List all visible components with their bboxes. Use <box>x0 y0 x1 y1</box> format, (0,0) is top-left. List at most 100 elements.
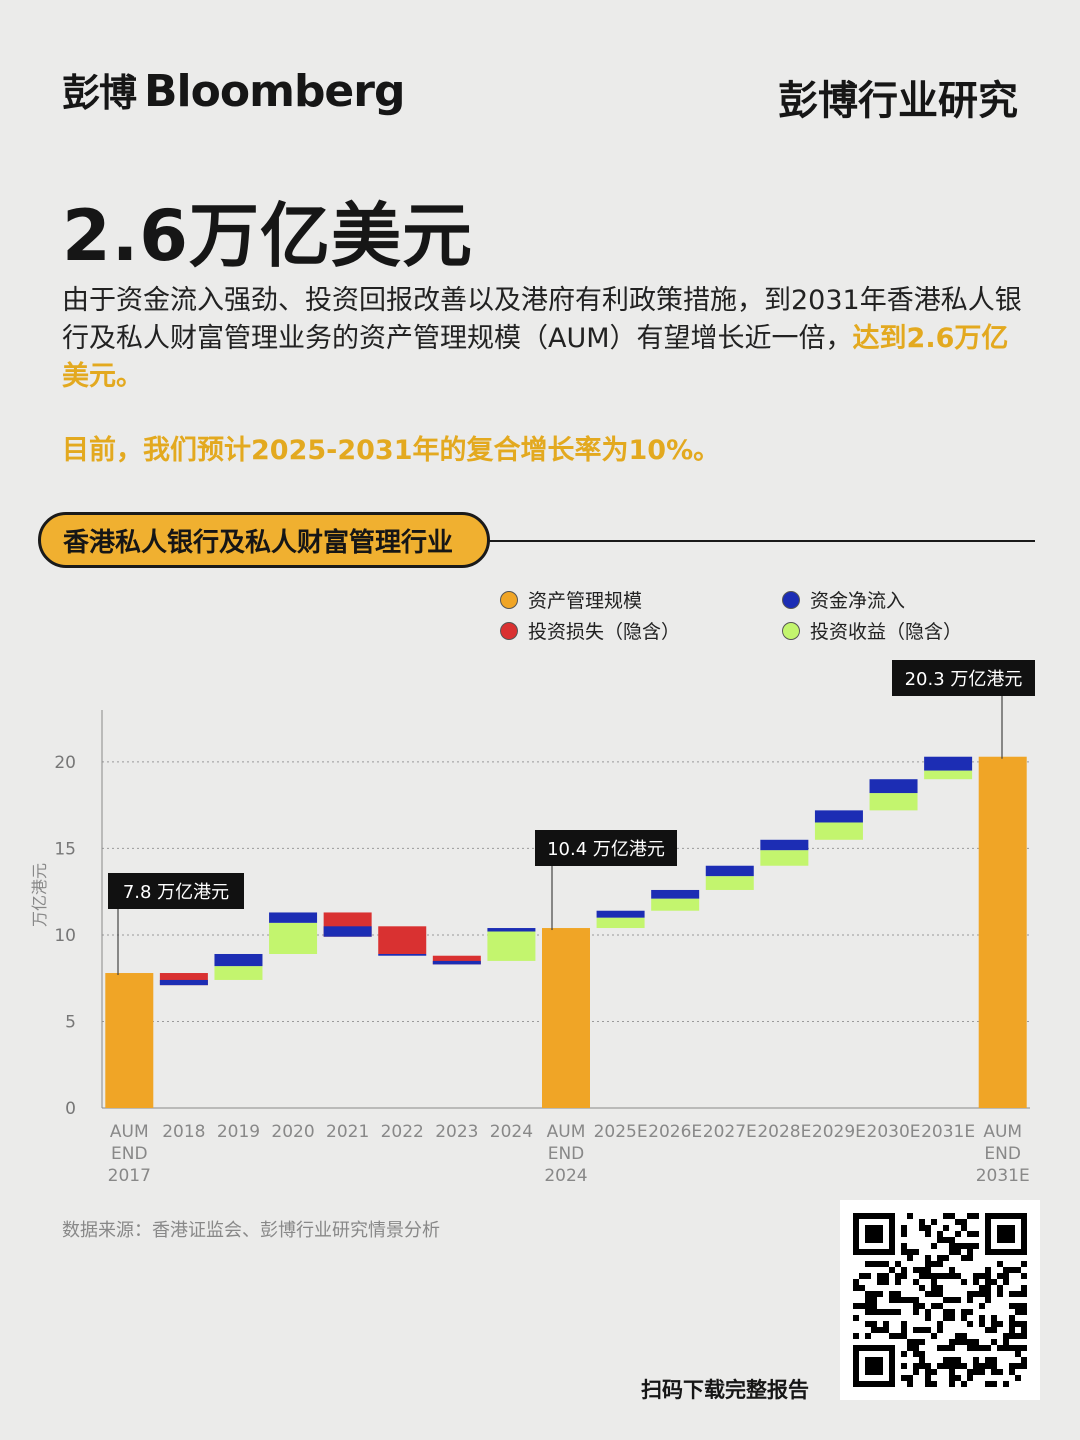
legend-investment-loss: 投资损失（隐含） <box>500 617 680 644</box>
x-tick-label-line: AUM <box>110 1122 149 1142</box>
qr-module <box>949 1273 955 1279</box>
legend-label-investment-loss: 投资损失（隐含） <box>528 621 681 643</box>
qr-module <box>949 1213 955 1219</box>
qr-module <box>943 1357 949 1363</box>
qr-module <box>907 1249 913 1255</box>
qr-module <box>1015 1291 1021 1297</box>
qr-module <box>925 1315 931 1321</box>
net-inflow-bar <box>378 953 427 956</box>
section-divider <box>488 540 1035 542</box>
qr-module <box>913 1303 919 1309</box>
qr-module <box>931 1279 937 1285</box>
qr-module <box>865 1309 871 1315</box>
qr-module <box>937 1231 943 1237</box>
qr-module <box>913 1309 919 1315</box>
qr-module <box>985 1279 991 1285</box>
qr-module <box>865 1261 871 1267</box>
qr-module <box>907 1213 913 1219</box>
x-tick-label-line: END <box>984 1144 1021 1164</box>
qr-module <box>967 1291 973 1297</box>
qr-module <box>979 1285 985 1291</box>
qr-module <box>937 1261 943 1267</box>
qr-module <box>895 1279 901 1285</box>
y-tick-label: 20 <box>54 753 76 773</box>
qr-module <box>913 1363 919 1369</box>
qr-module <box>1015 1333 1021 1339</box>
qr-module <box>907 1375 913 1381</box>
qr-module <box>901 1273 907 1279</box>
qr-module <box>871 1303 877 1309</box>
qr-module <box>931 1369 937 1375</box>
qr-module <box>913 1297 919 1303</box>
x-tick-label: AUM END 2024 <box>544 1122 587 1186</box>
qr-module <box>973 1291 979 1297</box>
x-tick-label-line: 2023 <box>435 1122 478 1142</box>
net-inflow-bar <box>760 839 809 851</box>
x-tick-label: 2031E <box>921 1122 975 1142</box>
qr-module <box>937 1303 943 1309</box>
qr-module <box>925 1381 931 1387</box>
y-tick-label: 15 <box>54 839 76 859</box>
chart-section-title: 香港私人银行及私人财富管理行业 <box>63 527 454 558</box>
qr-module <box>883 1279 889 1285</box>
x-tick-label-line: 2031E <box>976 1166 1030 1186</box>
x-tick-label: 2030E <box>867 1122 921 1142</box>
qr-module <box>1021 1291 1027 1297</box>
qr-module <box>901 1249 907 1255</box>
qr-module <box>859 1273 865 1279</box>
qr-module <box>955 1219 961 1225</box>
qr-module <box>985 1363 991 1369</box>
qr-module <box>925 1327 931 1333</box>
qr-module <box>1015 1303 1021 1309</box>
qr-code[interactable] <box>840 1200 1040 1400</box>
qr-module <box>877 1309 883 1315</box>
qr-module <box>913 1249 919 1255</box>
qr-finder-inner <box>865 1225 883 1243</box>
x-tick-label-line: AUM <box>983 1122 1022 1142</box>
qr-module <box>1015 1351 1021 1357</box>
qr-module <box>991 1315 997 1321</box>
qr-module <box>937 1255 943 1261</box>
qr-finder-inner <box>865 1357 883 1375</box>
x-tick-label-line: 2027E <box>703 1122 757 1142</box>
x-tick-label-line: END <box>548 1144 585 1164</box>
qr-module <box>931 1273 937 1279</box>
qr-module <box>985 1267 991 1273</box>
y-tick-label: 5 <box>65 1012 76 1032</box>
qr-module <box>925 1363 931 1369</box>
qr-module <box>979 1315 985 1321</box>
x-tick-label-line: 2029E <box>812 1122 866 1142</box>
qr-module <box>853 1333 859 1339</box>
qr-module <box>1021 1309 1027 1315</box>
aum-bar <box>105 973 154 1108</box>
qr-module <box>1021 1285 1027 1291</box>
qr-module <box>979 1273 985 1279</box>
qr-module <box>949 1249 955 1255</box>
qr-module <box>985 1297 991 1303</box>
qr-module <box>961 1255 967 1261</box>
qr-module <box>955 1333 961 1339</box>
qr-module <box>1021 1321 1027 1327</box>
qr-module <box>895 1261 901 1267</box>
x-tick-label-line: 2020 <box>271 1122 314 1142</box>
x-tick-label-line: 2021 <box>326 1122 369 1142</box>
qr-module <box>919 1285 925 1291</box>
qr-module <box>967 1231 973 1237</box>
qr-module <box>907 1339 913 1345</box>
qr-module <box>895 1273 901 1279</box>
x-tick-label-line: 2025E <box>594 1122 648 1142</box>
body-text-main: 由于资金流入强劲、投资回报改善以及港府有利政策措施，到2031年香港私人银行及私… <box>62 285 1022 354</box>
qr-module <box>997 1285 1003 1291</box>
qr-module <box>925 1309 931 1315</box>
qr-module <box>961 1309 967 1315</box>
qr-module <box>991 1357 997 1363</box>
qr-module <box>949 1315 955 1321</box>
qr-module <box>925 1291 931 1297</box>
qr-module <box>997 1261 1003 1267</box>
qr-module <box>985 1357 991 1363</box>
qr-module <box>979 1321 985 1327</box>
qr-module <box>901 1321 907 1327</box>
qr-module <box>931 1243 937 1249</box>
qr-module <box>949 1243 955 1249</box>
qr-module <box>883 1261 889 1267</box>
